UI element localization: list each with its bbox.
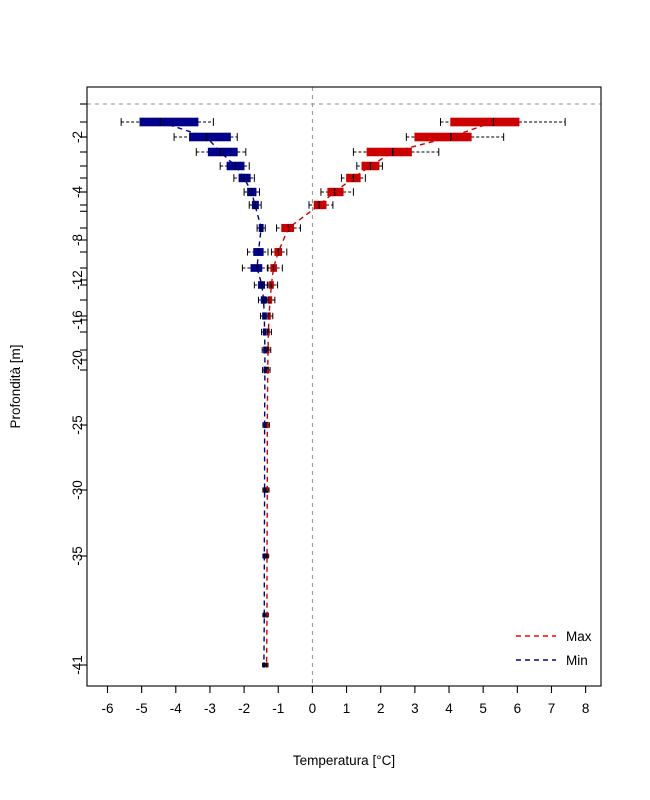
y-tick-label: -41 bbox=[70, 655, 85, 675]
boxplot-max bbox=[270, 248, 288, 256]
x-tick-label: 4 bbox=[445, 701, 453, 716]
legend-label-min: Min bbox=[566, 653, 588, 668]
box bbox=[414, 132, 472, 142]
boxplot-max bbox=[356, 161, 383, 171]
x-tick-label: -3 bbox=[204, 701, 216, 716]
y-tick-label: -4 bbox=[70, 186, 85, 198]
x-tick-label: -4 bbox=[170, 701, 182, 716]
x-tick-label: 6 bbox=[514, 701, 522, 716]
y-axis: -2 -4 -8 -12 -16 -20 -25 -30 -35 -41 bbox=[70, 103, 87, 675]
boxplot-max bbox=[266, 281, 279, 289]
box bbox=[450, 117, 520, 127]
boxplot-min bbox=[233, 173, 255, 183]
legend-label-max: Max bbox=[566, 629, 592, 644]
legend: Max Min bbox=[508, 620, 596, 668]
boxplot-min bbox=[262, 612, 267, 618]
x-tick-label: 3 bbox=[411, 701, 419, 716]
y-tick-label: -30 bbox=[70, 480, 85, 500]
x-tick-label: -2 bbox=[238, 701, 250, 716]
boxplot-max bbox=[439, 117, 566, 127]
plot-frame bbox=[86, 86, 602, 687]
trend-line-max bbox=[265, 121, 494, 666]
y-tick-label: -16 bbox=[70, 310, 85, 330]
x-tick-label: 5 bbox=[479, 701, 487, 716]
y-tick-label: -25 bbox=[70, 415, 85, 435]
box bbox=[139, 117, 199, 127]
boxplot-max bbox=[352, 147, 440, 157]
boxplot-max bbox=[340, 173, 366, 183]
boxplot-max bbox=[308, 200, 334, 210]
boxplot-max bbox=[265, 662, 269, 668]
box bbox=[207, 147, 238, 157]
boxplot-min bbox=[219, 161, 250, 171]
x-tick-label: -6 bbox=[101, 701, 113, 716]
x-axis: -6 -5 -4 -3 -2 -1 0 1 2 3 4 5 6 7 8 bbox=[101, 686, 589, 716]
boxplot-max bbox=[276, 223, 301, 233]
x-tick-label: -5 bbox=[136, 701, 148, 716]
boxplot-min bbox=[195, 147, 247, 157]
x-axis-title: Temperatura [°C] bbox=[293, 753, 395, 768]
x-tick-label: -1 bbox=[272, 701, 284, 716]
reference-lines bbox=[87, 87, 601, 686]
box bbox=[366, 147, 412, 157]
trend-line-min bbox=[160, 121, 266, 666]
y-tick-label: -8 bbox=[70, 234, 85, 246]
x-tick-label: 0 bbox=[309, 701, 317, 716]
median-trend-max bbox=[265, 121, 494, 666]
y-tick-label: -35 bbox=[70, 546, 85, 566]
x-tick-label: 1 bbox=[343, 701, 351, 716]
y-tick-label: -12 bbox=[70, 270, 85, 290]
x-tick-label: 8 bbox=[582, 701, 590, 716]
y-tick-label: -2 bbox=[70, 131, 85, 143]
box bbox=[313, 200, 327, 210]
y-tick-label: -20 bbox=[70, 350, 85, 370]
x-tick-label: 7 bbox=[548, 701, 556, 716]
x-tick-label: 2 bbox=[377, 701, 385, 716]
y-axis-title: Profondità [m] bbox=[8, 344, 23, 428]
box bbox=[189, 132, 231, 142]
median-trend-min bbox=[160, 121, 266, 666]
